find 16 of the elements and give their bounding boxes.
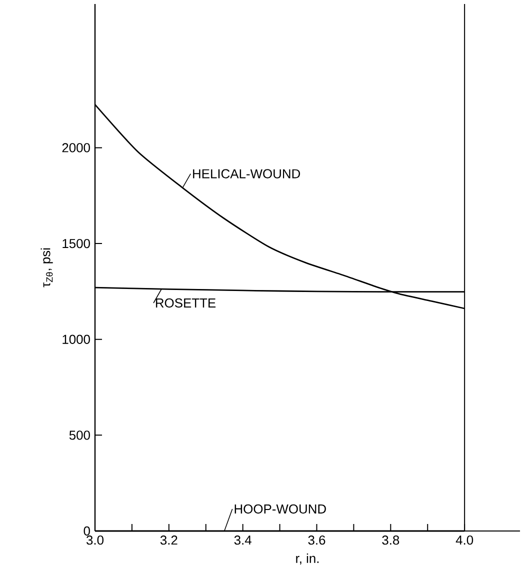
x-tick-label: 3.4 bbox=[234, 536, 252, 545]
x-tick-label: 4.0 bbox=[456, 536, 474, 545]
y-tick-label: 1000 bbox=[62, 334, 90, 344]
x-tick-label: 3.2 bbox=[160, 536, 178, 545]
legend-label: HELICAL-WOUND bbox=[193, 169, 300, 178]
y-tick-label: 0 bbox=[84, 526, 90, 536]
x-tick-label: 3.0 bbox=[86, 536, 104, 545]
y-tick-label: 1500 bbox=[62, 238, 90, 248]
x-axis-title: r, in. bbox=[296, 554, 319, 565]
series-label: ROSETTE bbox=[156, 298, 216, 308]
x-tick-label: 3.6 bbox=[308, 536, 326, 545]
series-label: HOOP-WOUND bbox=[234, 504, 326, 514]
x-tick-label: 3.8 bbox=[382, 536, 400, 545]
y-axis-title: τ$_{Zθ}$, psi bbox=[40, 248, 53, 288]
y-tick-label: 2000 bbox=[62, 143, 90, 152]
y-tick-label: 500 bbox=[69, 430, 90, 440]
